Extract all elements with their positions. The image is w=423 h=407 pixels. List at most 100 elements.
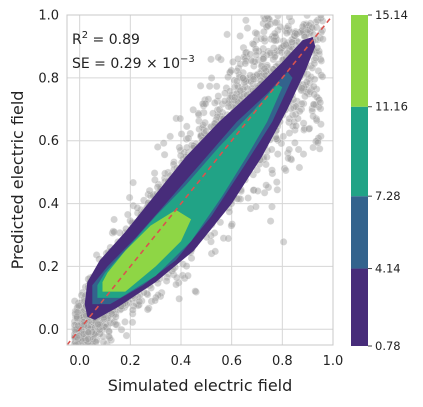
scatter-point (316, 55, 325, 64)
colorbar-segment (351, 15, 368, 107)
scatter-point (71, 332, 80, 341)
scatter-point (73, 308, 82, 317)
scatter-point (266, 49, 275, 57)
scatter-point (80, 330, 88, 339)
scatter-point (146, 191, 155, 200)
scatter-point (75, 333, 84, 342)
scatter-point (281, 40, 290, 49)
scatter-point (279, 237, 288, 246)
scatter-point (72, 321, 81, 330)
scatter-point (313, 16, 322, 25)
scatter-point (89, 332, 97, 341)
scatter-point (270, 53, 279, 61)
scatter-point (75, 340, 84, 345)
scatter-point (318, 16, 327, 25)
scatter-point (87, 320, 96, 329)
scatter-point (71, 313, 80, 321)
scatter-point (246, 204, 255, 213)
scatter-point (74, 335, 83, 344)
scatter-point (286, 43, 295, 51)
scatter-point (144, 304, 153, 313)
scatter-point (285, 27, 294, 36)
scatter-point (259, 44, 268, 53)
scatter-point (301, 92, 309, 101)
scatter-point (81, 319, 90, 328)
scatter-point (105, 332, 113, 341)
scatter-point (270, 36, 279, 45)
scatter-point (289, 104, 298, 112)
scatter-point (71, 307, 80, 316)
scatter-point (262, 51, 271, 59)
scatter-point (129, 201, 138, 210)
y-tick-label: 0.8 (38, 71, 59, 86)
scatter-point (241, 16, 250, 25)
scatter-point (192, 288, 200, 296)
scatter-point (283, 149, 292, 157)
scatter-point (233, 89, 241, 98)
scatter-point (176, 146, 185, 155)
scatter-point (207, 249, 216, 258)
scatter-point (111, 312, 120, 321)
scatter-point (253, 166, 262, 174)
scatter-point (78, 316, 86, 324)
colorbar-tick-label: 11.16 (375, 100, 408, 114)
scatter-point (216, 218, 225, 227)
scatter-point (299, 20, 308, 29)
scatter-point (315, 144, 324, 153)
scatter-point (284, 22, 293, 31)
scatter-point (262, 181, 271, 190)
scatter-point (269, 55, 278, 64)
scatter-point (315, 95, 324, 104)
scatter-point (233, 67, 241, 75)
scatter-point (81, 329, 90, 338)
scatter-point (129, 178, 137, 187)
scatter-point (180, 274, 189, 283)
scatter-point (91, 323, 99, 332)
scatter-point (260, 34, 269, 43)
scatter-point (88, 327, 96, 336)
scatter-point (238, 74, 247, 82)
scatter-point (74, 321, 83, 330)
scatter-point (312, 23, 321, 32)
scatter-point (88, 340, 97, 345)
scatter-point (75, 324, 83, 333)
scatter-point (79, 313, 87, 321)
scatter-point (267, 51, 275, 59)
scatter-point (178, 271, 187, 280)
scatter-point (98, 321, 107, 329)
scatter-point (308, 64, 317, 72)
scatter-point (183, 271, 192, 280)
scatter-point (234, 64, 243, 73)
scatter-point (143, 305, 152, 314)
scatter-point (200, 99, 209, 108)
scatter-point (281, 166, 290, 175)
scatter-point (259, 53, 268, 62)
scatter-point (235, 73, 244, 82)
scatter-point (280, 164, 289, 173)
scatter-point (219, 234, 228, 243)
scatter-point (144, 190, 153, 199)
scatter-point (82, 338, 91, 345)
scatter-point (76, 329, 85, 338)
scatter-point (264, 15, 273, 23)
scatter-point (217, 55, 225, 64)
scatter-point (224, 73, 232, 81)
scatter-point (99, 315, 108, 323)
scatter-point (242, 57, 250, 65)
scatter-point (257, 71, 266, 80)
scatter-point (213, 97, 222, 106)
scatter-point (218, 100, 227, 108)
scatter-point (154, 291, 163, 299)
scatter-point (145, 186, 154, 195)
scatter-point (115, 228, 124, 237)
scatter-point (317, 71, 326, 79)
scatter-point (264, 47, 273, 56)
scatter-point (79, 329, 88, 338)
scatter-point (304, 29, 313, 38)
scatter-point (314, 102, 323, 111)
scatter-point (207, 237, 215, 246)
scatter-point (234, 194, 243, 203)
scatter-point (299, 86, 308, 95)
scatter-point (201, 99, 210, 108)
scatter-point (260, 188, 269, 197)
